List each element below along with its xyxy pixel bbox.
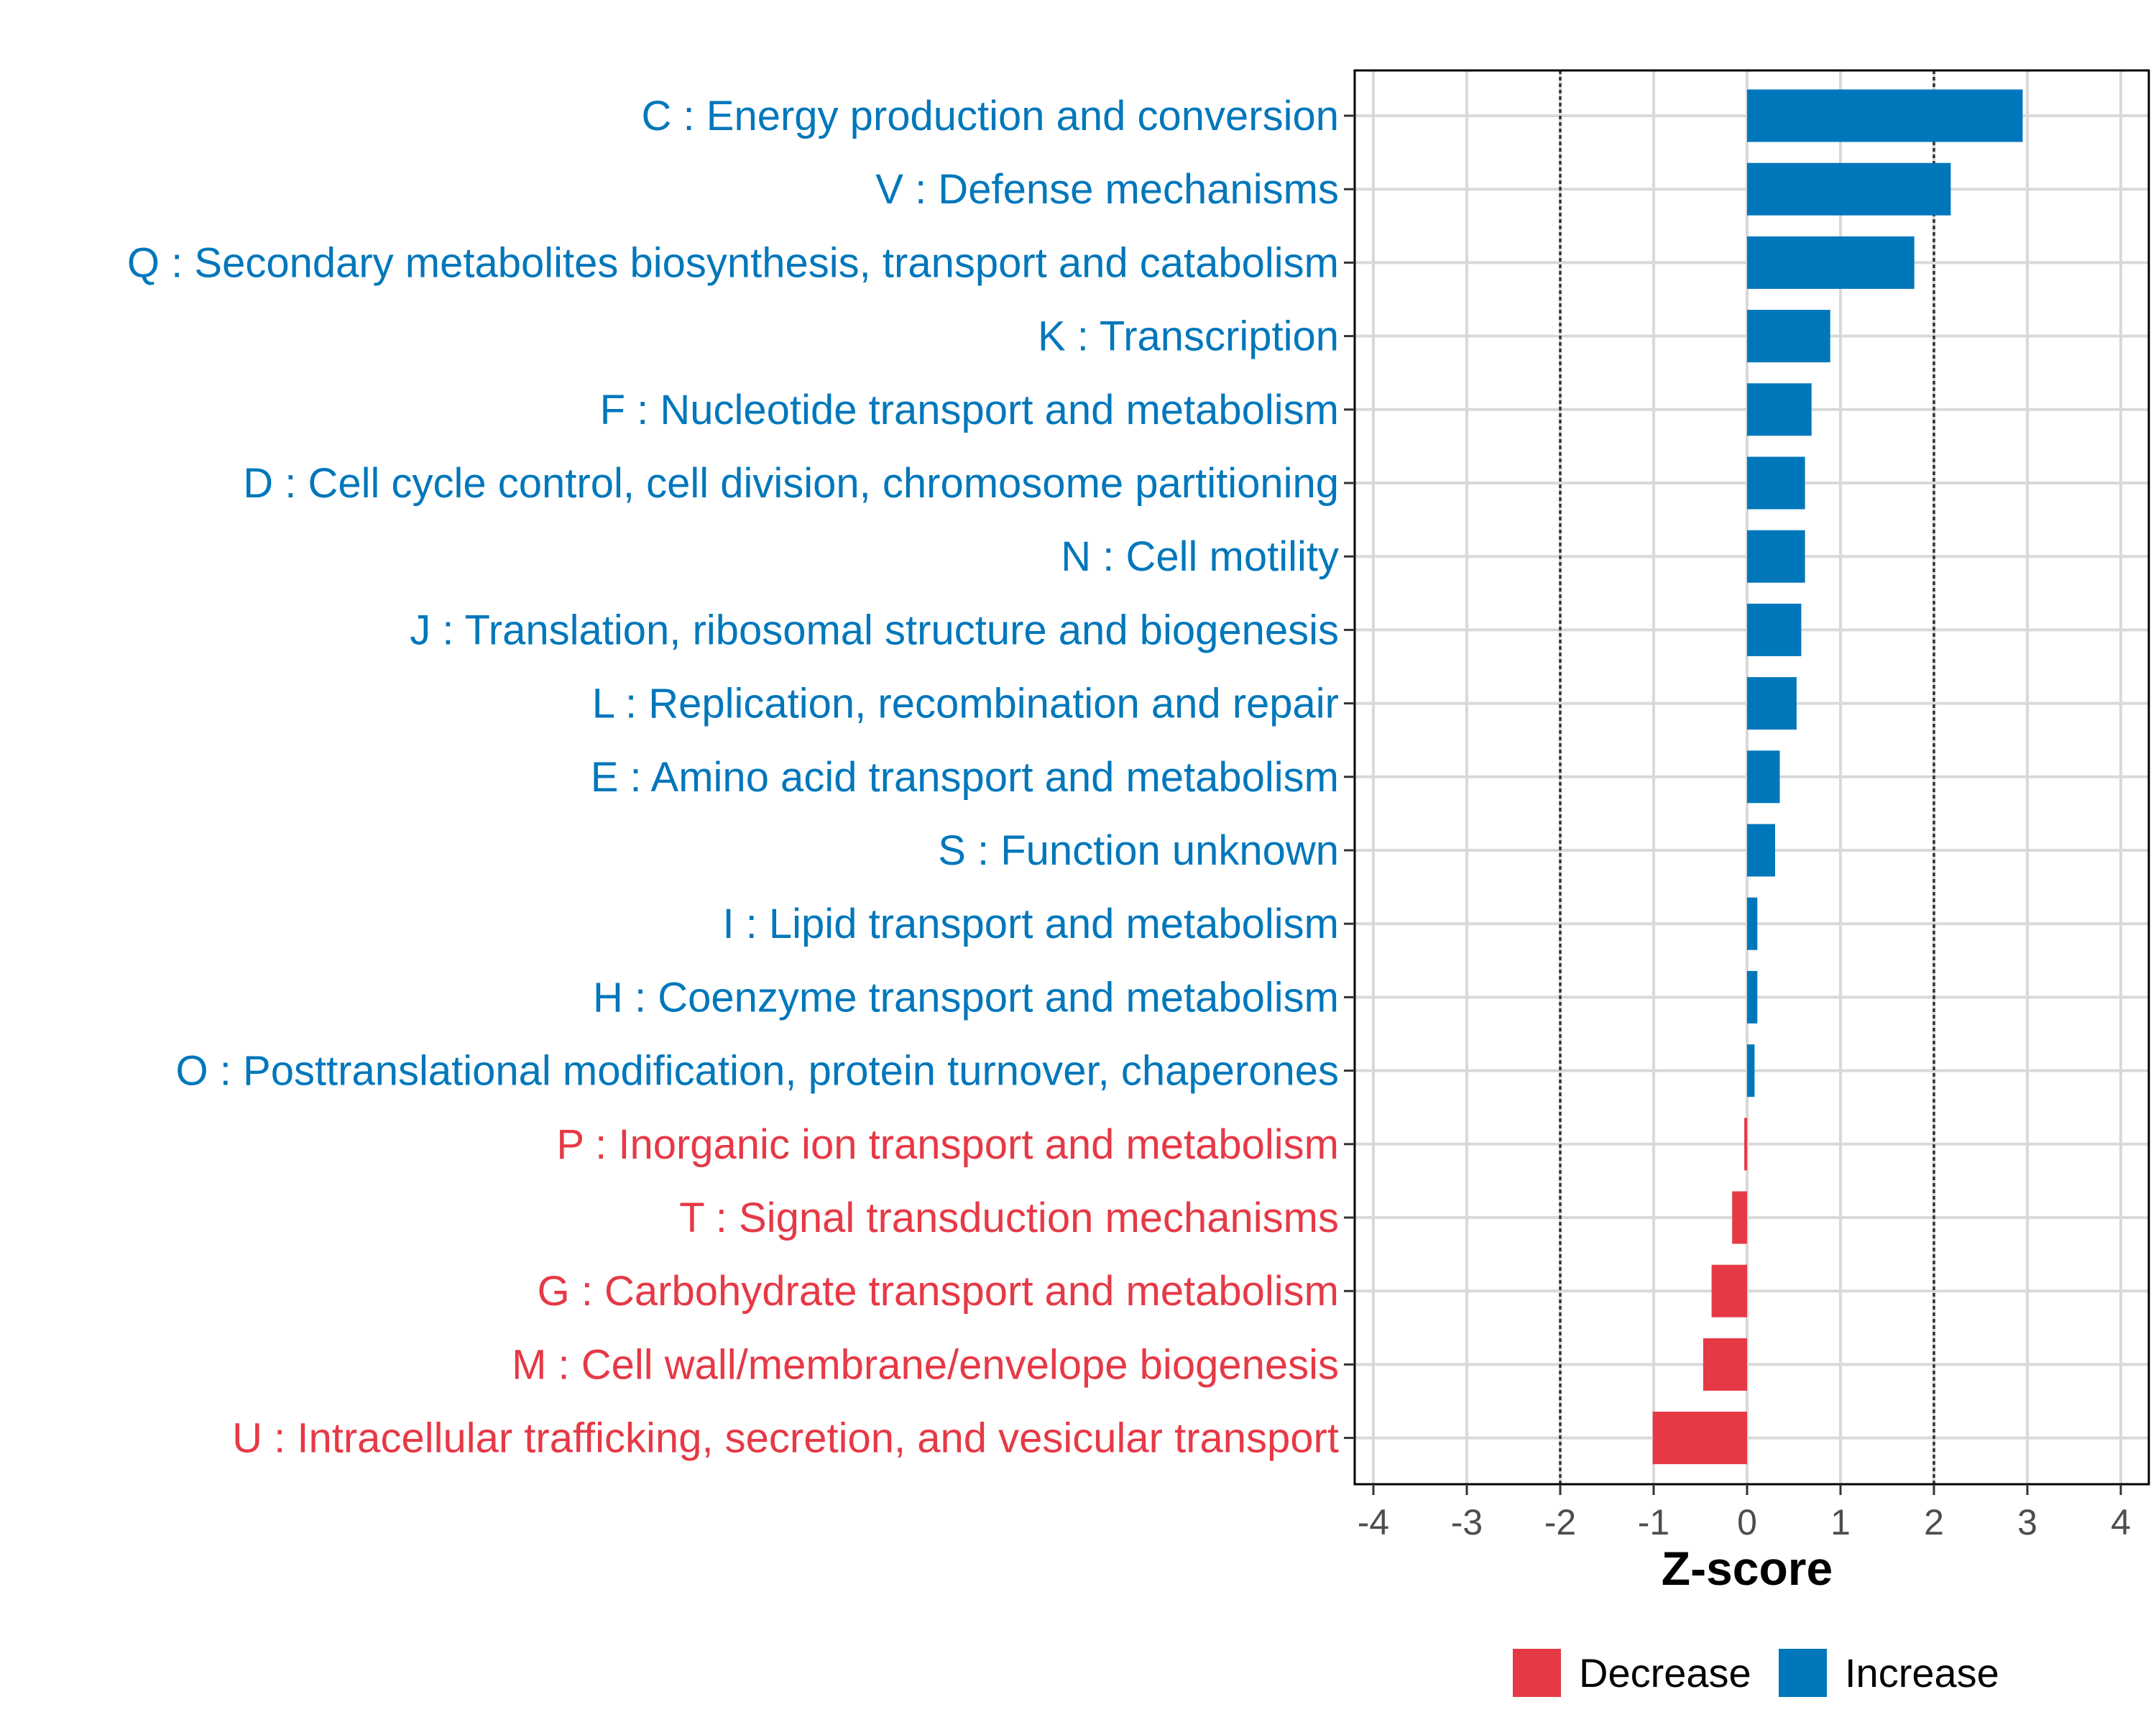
category-label-18: U : Intracellular trafficking, secretion… [232, 1415, 1339, 1462]
bar-0 [1747, 89, 2023, 142]
category-label-9: E : Amino acid transport and metabolism [591, 754, 1339, 801]
category-label-13: O : Posttranslational modification, prot… [176, 1048, 1339, 1095]
bar-layer [1652, 89, 2023, 1465]
x-tick-label-7: 3 [2017, 1502, 2037, 1542]
bar-3 [1747, 310, 1830, 363]
legend-label-decrease: Decrease [1579, 1650, 1751, 1696]
category-label-10: S : Function unknown [938, 827, 1339, 874]
legend: Decrease Increase [1513, 1649, 1999, 1697]
bar-5 [1747, 456, 1805, 510]
bar-8 [1747, 677, 1797, 730]
legend-label-increase: Increase [1845, 1650, 1999, 1696]
category-label-2: Q : Secondary metabolites biosynthesis, … [127, 239, 1339, 286]
bar-18 [1652, 1412, 1747, 1465]
x-tick-label-1: -3 [1451, 1502, 1483, 1542]
legend-key-increase [1779, 1649, 1827, 1697]
category-label-3: K : Transcription [1038, 313, 1339, 360]
bar-17 [1703, 1338, 1747, 1391]
category-label-15: T : Signal transduction mechanisms [679, 1195, 1339, 1241]
bar-14 [1744, 1118, 1748, 1171]
bar-9 [1747, 750, 1780, 804]
category-label-6: N : Cell motility [1061, 533, 1339, 580]
x-tick-label-4: 0 [1737, 1502, 1757, 1542]
x-axis-title: Z-score [1662, 1542, 1833, 1595]
bar-2 [1747, 236, 1915, 289]
category-label-4: F : Nucleotide transport and metabolism [600, 387, 1339, 433]
x-tick-layer: -4 -3 -2 -1 0 1 2 3 4 [1358, 1484, 2131, 1542]
bar-6 [1747, 530, 1805, 583]
bar-7 [1747, 603, 1802, 656]
y-tick-layer: C : Energy production and conversion V : … [127, 93, 1355, 1462]
category-label-17: M : Cell wall/membrane/envelope biogenes… [512, 1341, 1339, 1388]
bar-15 [1732, 1191, 1747, 1244]
bar-16 [1711, 1264, 1747, 1317]
category-label-7: J : Translation, ribosomal structure and… [410, 607, 1339, 653]
category-label-14: P : Inorganic ion transport and metaboli… [556, 1121, 1339, 1168]
category-label-11: I : Lipid transport and metabolism [722, 901, 1339, 947]
category-label-16: G : Carbohydrate transport and metabolis… [538, 1268, 1339, 1315]
category-label-0: C : Energy production and conversion [642, 93, 1339, 139]
x-tick-label-6: 2 [1924, 1502, 1944, 1542]
threshold-layer [1559, 70, 1935, 1484]
x-tick-label-5: 1 [1830, 1502, 1851, 1542]
x-tick-label-8: 4 [2111, 1502, 2131, 1542]
x-tick-label-3: -1 [1638, 1502, 1669, 1542]
bar-4 [1747, 383, 1812, 436]
x-tick-label-2: -2 [1544, 1502, 1576, 1542]
bar-1 [1747, 162, 1951, 216]
category-label-1: V : Defense mechanisms [875, 166, 1339, 213]
bar-10 [1747, 824, 1775, 877]
category-label-8: L : Replication, recombination and repai… [592, 681, 1339, 727]
bar-11 [1747, 897, 1758, 950]
category-label-5: D : Cell cycle control, cell division, c… [243, 460, 1339, 507]
bar-13 [1747, 1044, 1755, 1098]
category-label-12: H : Coenzyme transport and metabolism [593, 974, 1339, 1021]
bar-12 [1747, 970, 1758, 1024]
x-tick-label-0: -4 [1358, 1502, 1389, 1542]
legend-key-decrease [1513, 1649, 1561, 1697]
